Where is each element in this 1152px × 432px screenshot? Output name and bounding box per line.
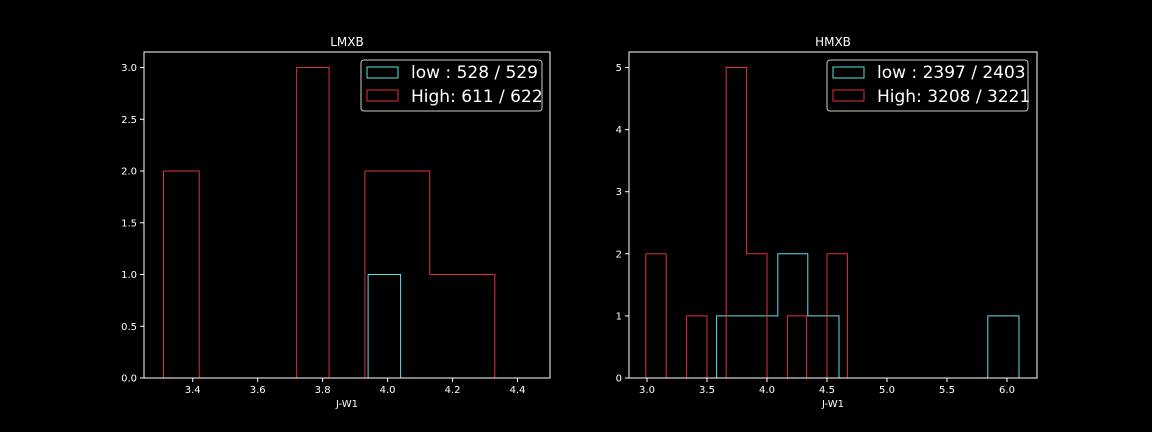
lmxb-y-tick-label: 1.5 [121, 218, 137, 229]
hmxb-y-tick-label: 0 [616, 374, 622, 385]
hmxb-legend-label-low: low : 2397 / 2403 [877, 63, 1026, 83]
lmxb-legend-label-high: High: 611 / 622 [411, 87, 543, 107]
lmxb-y-tick-label: 2.5 [121, 115, 137, 126]
lmxb-x-axis-label: J-W1 [335, 399, 358, 410]
lmxb-y-tick-label: 1.0 [121, 270, 137, 281]
hmxb-y-tick-label: 2 [616, 249, 622, 260]
hmxb-legend-box [826, 59, 1029, 112]
hmxb-y-tick-label: 1 [616, 311, 622, 322]
lmxb-y-tick-label: 3.0 [121, 63, 137, 74]
lmxb-y-tick-label: 0.0 [121, 374, 137, 385]
lmxb-legend: low : 528 / 529 High: 611 / 622 [360, 59, 543, 112]
lmxb-title: LMXB [330, 35, 364, 49]
hmxb-legend: low : 2397 / 2403 High: 3208 / 3221 [826, 59, 1030, 112]
lmxb-x-tick-label: 4.4 [510, 385, 526, 396]
lmxb-x-tick-label: 4.2 [445, 385, 461, 396]
lmxb-x-tick-label: 3.6 [250, 385, 266, 396]
hmxb-panel: HMXB 3.0 3.5 4.0 4.5 5.0 5.5 6.0 0 1 2 3 4 5 J-W1 l… [616, 35, 1038, 410]
lmxb-legend-label-low: low : 528 / 529 [411, 63, 538, 83]
hmxb-legend-swatch-high [832, 89, 865, 102]
hmxb-x-tick-label: 3.5 [699, 385, 715, 396]
lmxb-x-tick-label: 4.0 [380, 385, 396, 396]
hmxb-x-tick-label: 6.0 [999, 385, 1015, 396]
hmxb-y-tick-label: 3 [616, 187, 622, 198]
lmxb-x-tick-label: 3.4 [185, 385, 201, 396]
lmxb-legend-box [360, 59, 543, 112]
lmxb-histogram-low [367, 274, 402, 378]
hmxb-y-tick-label: 4 [616, 125, 622, 136]
hmxb-legend-label-high: High: 3208 / 3221 [877, 87, 1030, 107]
lmxb-x-tick-label: 3.8 [315, 385, 331, 396]
hmxb-x-axis-label: J-W1 [821, 399, 844, 410]
hmxb-histogram-low [716, 253, 1020, 379]
lmxb-legend-swatch-low [366, 66, 399, 79]
lmxb-y-tick-label: 0.5 [121, 322, 137, 333]
lmxb-panel: LMXB 3.4 3.6 3.8 4.0 4.2 4.4 0.0 0.5 1.0 1.5 2.0 2… [121, 35, 551, 410]
hmxb-x-tick-label: 4.5 [819, 385, 835, 396]
hmxb-plot-frame [628, 51, 1038, 379]
hmxb-y-tick-label: 5 [616, 63, 622, 74]
lmxb-legend-swatch-high [366, 89, 399, 102]
lmxb-plot-frame [143, 51, 551, 379]
hmxb-x-tick-label: 5.5 [939, 385, 955, 396]
lmxb-y-tick-label: 2.0 [121, 167, 137, 178]
hmxb-title: HMXB [815, 35, 851, 49]
hmxb-x-tick-label: 5.0 [879, 385, 895, 396]
hmxb-x-tick-label: 4.0 [759, 385, 775, 396]
hmxb-legend-swatch-low [832, 66, 865, 79]
lmxb-histogram-high [163, 67, 496, 379]
hmxb-x-tick-label: 3.0 [639, 385, 655, 396]
